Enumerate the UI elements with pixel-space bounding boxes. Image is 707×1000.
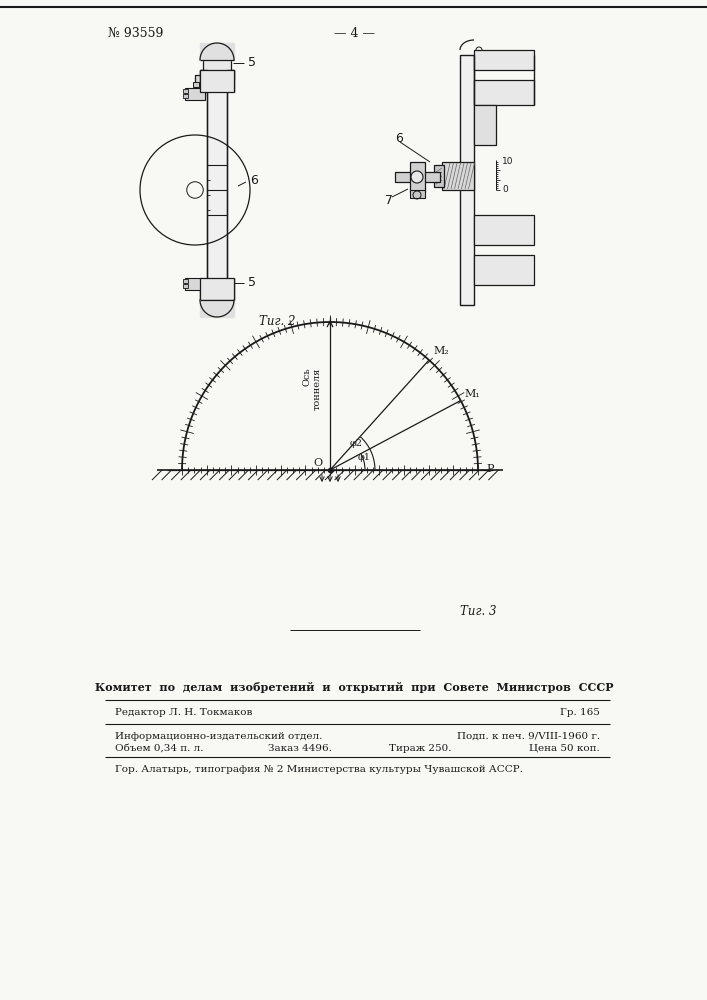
Bar xyxy=(203,56,231,72)
Text: 5: 5 xyxy=(248,56,256,70)
Bar xyxy=(442,162,474,190)
Bar xyxy=(460,55,474,305)
Bar xyxy=(434,165,444,187)
Bar xyxy=(474,80,534,105)
Bar xyxy=(200,278,234,300)
Bar xyxy=(474,215,534,245)
Circle shape xyxy=(411,171,423,183)
Bar xyxy=(183,279,188,283)
Text: Заказ 4496.: Заказ 4496. xyxy=(268,744,332,753)
Text: M₂: M₂ xyxy=(433,346,449,356)
Text: P: P xyxy=(486,464,493,474)
Text: φ2: φ2 xyxy=(350,439,363,448)
Bar xyxy=(185,88,205,100)
Text: Информационно-издательский отдел.: Информационно-издательский отдел. xyxy=(115,732,322,741)
Text: 6: 6 xyxy=(395,131,403,144)
Text: 0: 0 xyxy=(502,184,508,194)
Bar xyxy=(185,278,205,290)
Text: 6: 6 xyxy=(250,174,258,186)
Bar xyxy=(410,162,425,192)
Text: Τиг. 3: Τиг. 3 xyxy=(460,605,496,618)
Bar xyxy=(474,255,534,285)
Text: 7: 7 xyxy=(385,194,393,207)
Bar xyxy=(195,75,205,95)
Text: O: O xyxy=(313,458,322,468)
Bar xyxy=(200,70,234,80)
Bar xyxy=(410,190,425,198)
Bar xyxy=(193,82,199,87)
Text: Гр. 165: Гр. 165 xyxy=(560,708,600,717)
Text: — 4 —: — 4 — xyxy=(334,27,375,40)
Bar xyxy=(474,50,534,70)
Bar xyxy=(200,70,234,92)
Text: Цена 50 коп.: Цена 50 коп. xyxy=(530,744,600,753)
Bar xyxy=(207,70,227,300)
Text: 5: 5 xyxy=(248,276,256,290)
Text: 10: 10 xyxy=(502,157,513,166)
Bar xyxy=(183,284,188,288)
Text: Ось
тоннеля: Ось тоннеля xyxy=(303,367,322,410)
Text: Комитет  по  делам  изобретений  и  открытий  при  Совете  Министров  СССР: Комитет по делам изобретений и открытий … xyxy=(95,682,613,693)
Bar xyxy=(193,88,199,93)
Text: Подп. к печ. 9/VIII-1960 г.: Подп. к печ. 9/VIII-1960 г. xyxy=(457,732,600,741)
Bar xyxy=(395,172,440,182)
Text: φ1: φ1 xyxy=(358,453,371,462)
Bar xyxy=(183,94,188,98)
Text: № 93559: № 93559 xyxy=(108,27,163,40)
Text: Гор. Алатырь, типография № 2 Министерства культуры Чувашской АССР.: Гор. Алатырь, типография № 2 Министерств… xyxy=(115,765,523,774)
Text: M₁: M₁ xyxy=(464,389,481,399)
Text: Объем 0,34 п. л.: Объем 0,34 п. л. xyxy=(115,744,204,753)
Text: Редактор Л. Н. Токмаков: Редактор Л. Н. Токмаков xyxy=(115,708,252,717)
Bar xyxy=(474,105,496,145)
Bar xyxy=(183,89,188,93)
Text: Τиг. 2: Τиг. 2 xyxy=(259,315,296,328)
Text: Тираж 250.: Тираж 250. xyxy=(389,744,451,753)
